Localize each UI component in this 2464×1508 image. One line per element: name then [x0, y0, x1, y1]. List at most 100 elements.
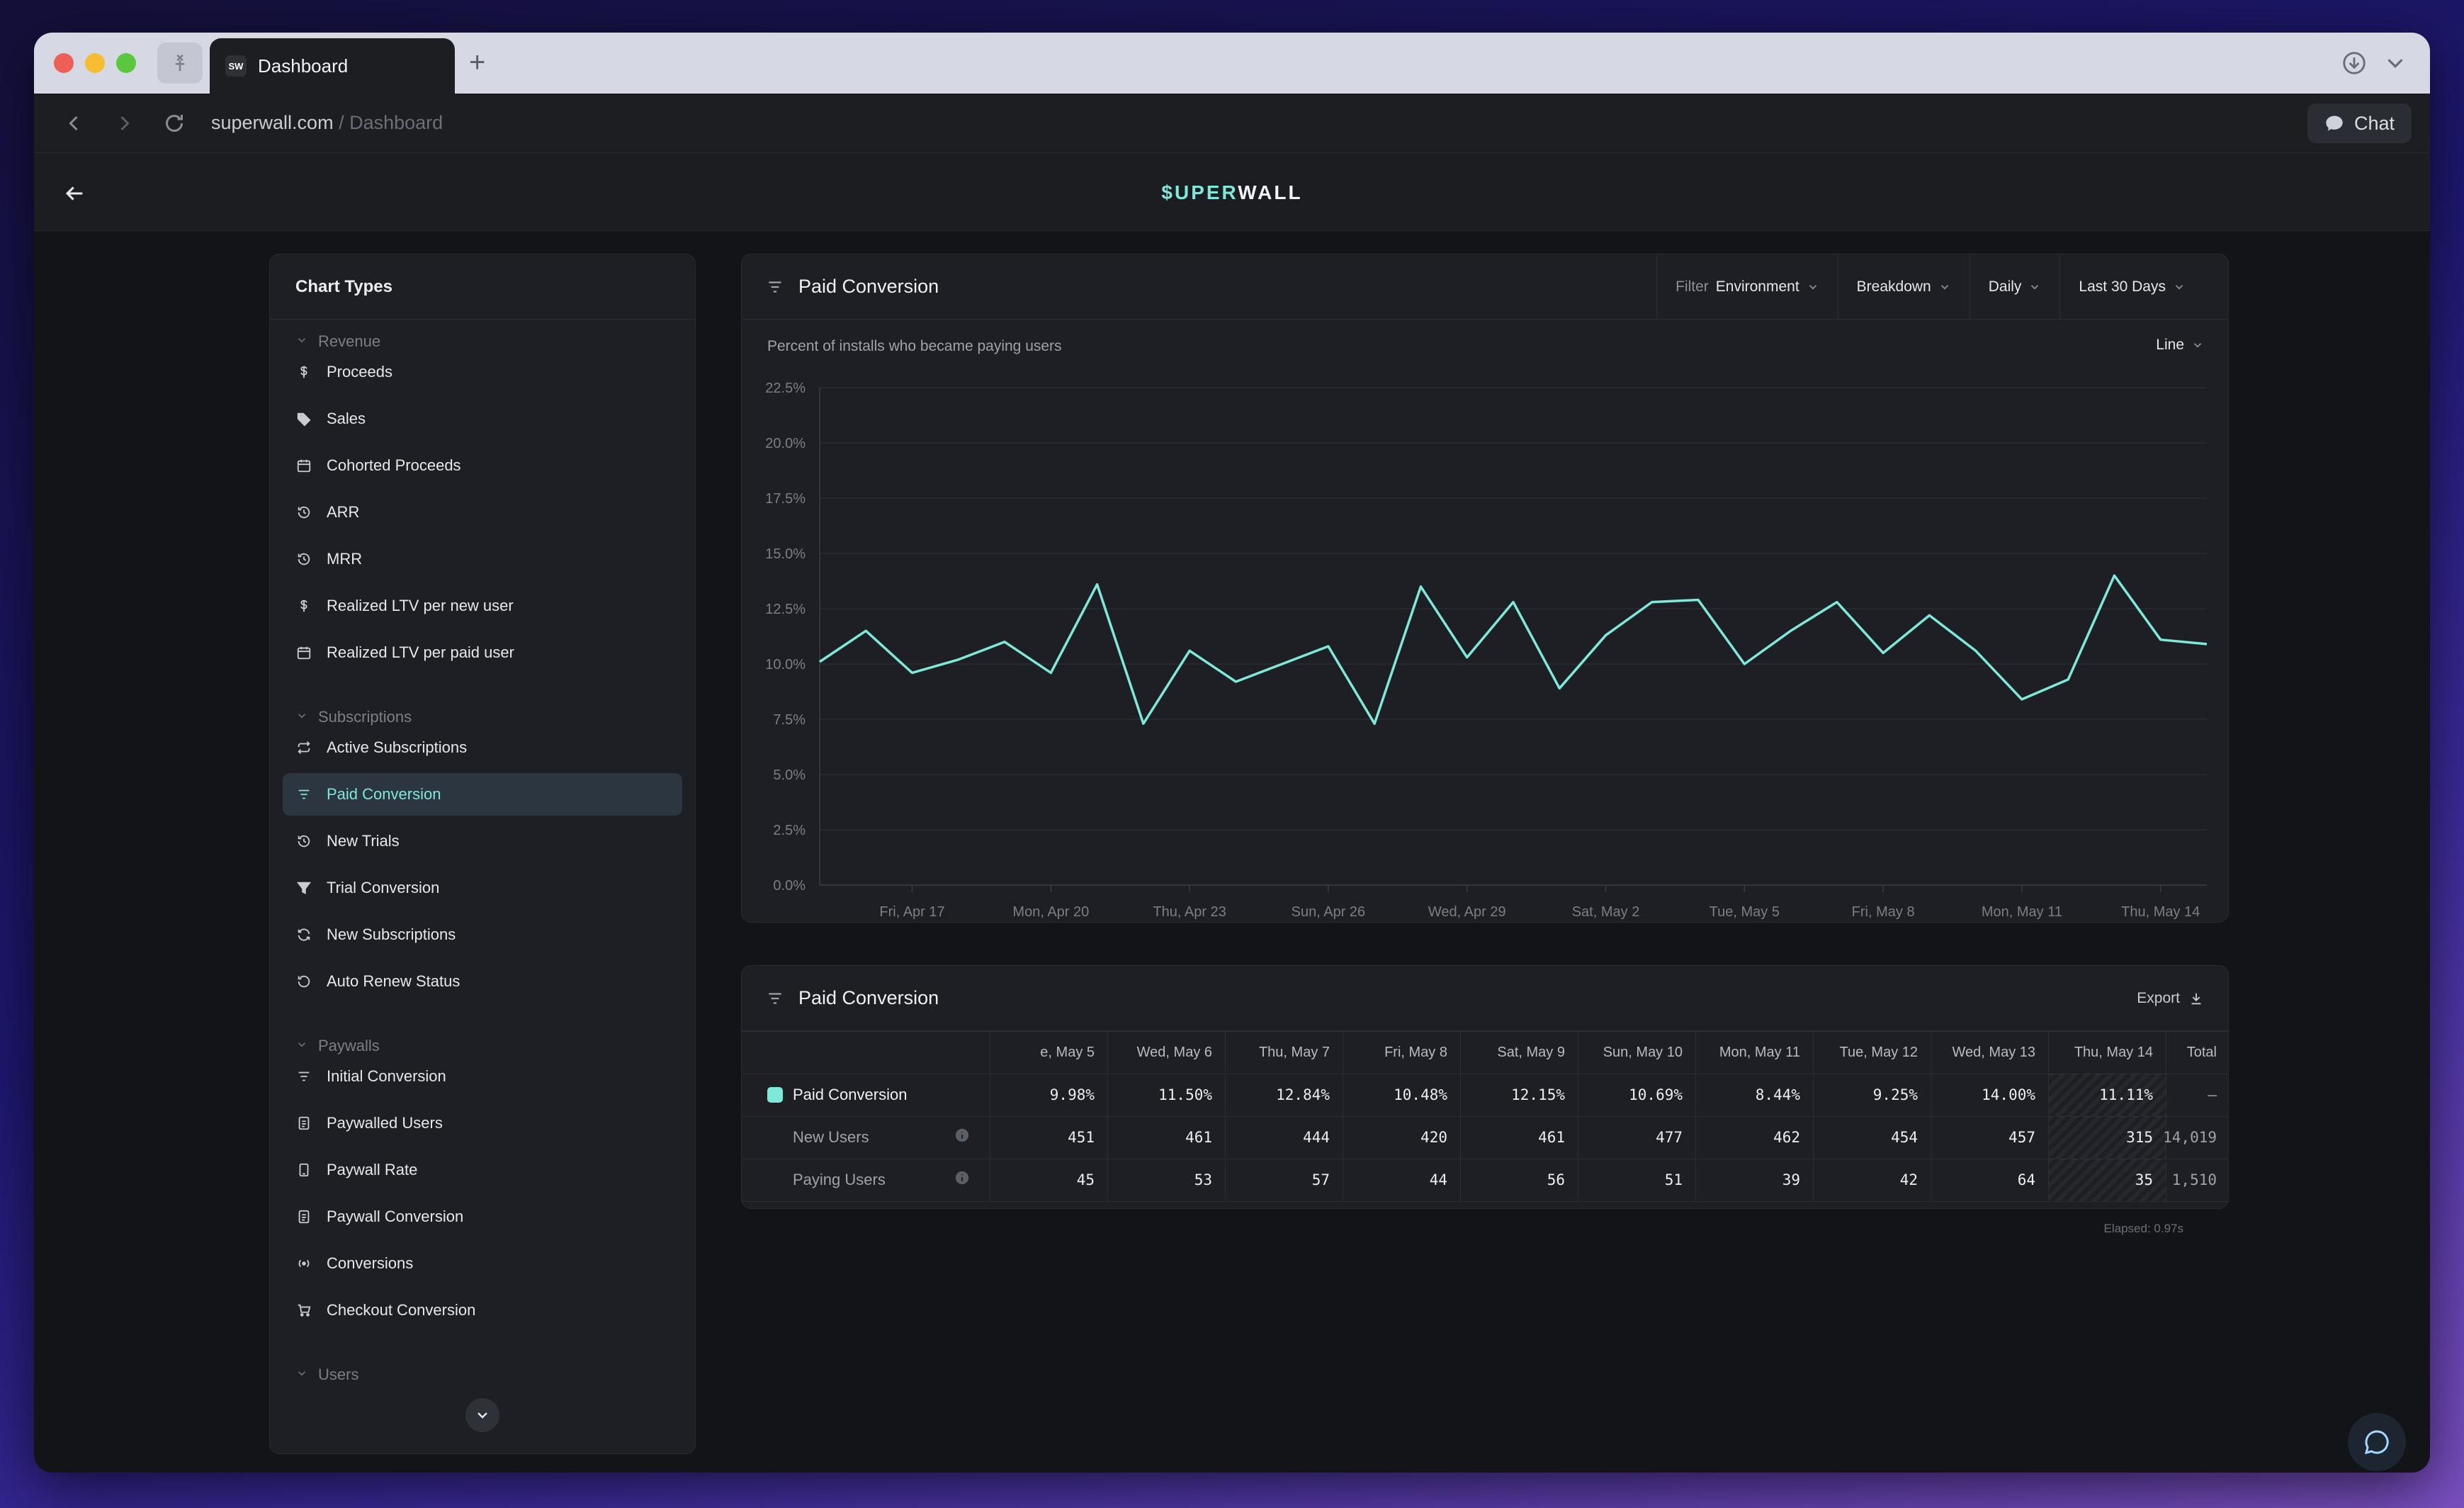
row-label-text: New Users [793, 1128, 869, 1146]
data-point[interactable] [1321, 639, 1335, 653]
data-point[interactable] [1228, 675, 1243, 689]
chevron-down-icon[interactable] [2382, 50, 2409, 77]
data-point[interactable] [1413, 580, 1428, 594]
repeat-icon [295, 739, 312, 756]
data-point[interactable] [1275, 657, 1289, 671]
data-point[interactable] [2015, 692, 2029, 707]
sidebar-section-paywalls[interactable]: Paywalls [295, 1037, 380, 1055]
forward-nav-icon[interactable] [112, 111, 137, 136]
row-divider [742, 1031, 2228, 1032]
filter-lines-icon [769, 992, 781, 1004]
data-point[interactable] [1876, 646, 1890, 660]
data-point[interactable] [1969, 643, 1983, 658]
close-window-button[interactable] [54, 53, 74, 73]
column-header: Tue, May 12 [1813, 1031, 1931, 1074]
sidebar-item-trial-conversion[interactable]: Trial Conversion [283, 867, 682, 909]
calendar-icon [295, 644, 312, 661]
data-point[interactable] [2107, 568, 2121, 583]
cart-icon [295, 1302, 312, 1319]
sidebar-item-new-subscriptions[interactable]: New Subscriptions [283, 913, 682, 956]
table-cell-total: – [2166, 1074, 2228, 1116]
sidebar-item-paid-conversion[interactable]: Paid Conversion [283, 773, 682, 816]
sidebar-section-subscriptions[interactable]: Subscriptions [295, 708, 412, 726]
breakdown-dropdown[interactable]: Breakdown [1837, 254, 1969, 319]
info-icon[interactable] [954, 1127, 970, 1147]
minimize-window-button[interactable] [85, 53, 105, 73]
back-nav-icon[interactable] [61, 111, 86, 136]
data-point[interactable] [1367, 716, 1381, 731]
chart-type-dropdown[interactable]: Line [2156, 337, 2204, 354]
active-tab[interactable]: SW Dashboard [210, 38, 455, 94]
date-range-dropdown[interactable]: Last 30 Days [2059, 254, 2204, 319]
maximize-window-button[interactable] [116, 53, 136, 73]
data-point[interactable] [813, 655, 827, 669]
scroll-down-button[interactable] [465, 1398, 499, 1432]
data-point[interactable] [1691, 593, 1705, 607]
data-point[interactable] [1090, 578, 1104, 592]
back-arrow-icon[interactable] [62, 181, 86, 206]
data-point[interactable] [2154, 633, 2168, 647]
y-tick-label: 15.0% [765, 546, 806, 562]
sidebar-item-realized-ltv-per-paid-user[interactable]: Realized LTV per paid user [283, 631, 682, 674]
sidebar-item-realized-ltv-per-new-user[interactable]: Realized LTV per new user [283, 585, 682, 627]
sidebar-item-paywall-conversion[interactable]: Paywall Conversion [283, 1195, 682, 1238]
download-icon[interactable] [2341, 50, 2368, 77]
url-text[interactable]: superwall.com / Dashboard [211, 112, 443, 134]
data-point[interactable] [1044, 665, 1058, 680]
sidebar-item-new-trials[interactable]: New Trials [283, 820, 682, 862]
table-cell: 39 [1695, 1159, 1813, 1201]
chat-button[interactable]: Chat [2307, 103, 2412, 143]
data-point[interactable] [951, 653, 966, 667]
data-point[interactable] [2061, 673, 2075, 687]
sidebar-item-paywalled-users[interactable]: Paywalled Users [283, 1102, 682, 1144]
table-cell: 9.98% [990, 1074, 1107, 1116]
favicon: SW [225, 55, 247, 77]
data-point[interactable] [1737, 657, 1751, 671]
sidebar-item-active-subscriptions[interactable]: Active Subscriptions [283, 726, 682, 769]
data-point[interactable] [1830, 595, 1844, 609]
sidebar-item-label: Auto Renew Status [327, 972, 460, 990]
data-point[interactable] [1136, 716, 1151, 731]
sidebar-item-proceeds[interactable]: Proceeds [283, 351, 682, 393]
data-point[interactable] [1182, 643, 1197, 658]
sidebar-item-sales[interactable]: Sales [283, 398, 682, 440]
filter-dropdown[interactable]: Filter Environment [1656, 254, 1838, 319]
support-chat-button[interactable] [2348, 1413, 2406, 1471]
pin-tab-button[interactable] [157, 43, 203, 84]
sidebar-item-mrr[interactable]: MRR [283, 538, 682, 580]
data-point[interactable] [1599, 628, 1613, 642]
sidebar-item-auto-renew-status[interactable]: Auto Renew Status [283, 960, 682, 1003]
sidebar-item-initial-conversion[interactable]: Initial Conversion [283, 1055, 682, 1098]
export-button[interactable]: Export [2137, 990, 2204, 1007]
data-point[interactable] [1922, 608, 1936, 622]
sidebar-section-revenue[interactable]: Revenue [295, 332, 380, 351]
data-point[interactable] [1506, 595, 1520, 609]
data-point[interactable] [998, 635, 1012, 649]
sidebar-item-paywall-rate[interactable]: Paywall Rate [283, 1149, 682, 1191]
data-point[interactable] [1552, 681, 1566, 695]
sidebar-item-cohorted-proceeds[interactable]: Cohorted Proceeds [283, 444, 682, 487]
data-point[interactable] [1784, 624, 1798, 638]
series-swatch[interactable] [767, 1087, 783, 1103]
sidebar-item-label: Initial Conversion [327, 1067, 446, 1085]
data-point[interactable] [1460, 651, 1474, 665]
new-tab-button[interactable]: + [469, 47, 486, 78]
sidebar-item-checkout-conversion[interactable]: Checkout Conversion [283, 1289, 682, 1332]
data-point[interactable] [859, 624, 873, 638]
sidebar-item-conversions[interactable]: Conversions [283, 1242, 682, 1285]
interval-dropdown[interactable]: Daily [1969, 254, 2060, 319]
sidebar-item-arr[interactable]: ARR [283, 491, 682, 534]
superwall-logo: $UPERWALL [1161, 181, 1303, 203]
info-icon[interactable] [954, 1170, 970, 1190]
sidebar-item-label: Realized LTV per new user [327, 597, 514, 614]
x-tick-label: Thu, May 14 [2121, 904, 2200, 920]
reload-icon[interactable] [162, 111, 187, 136]
data-point[interactable] [2200, 637, 2214, 651]
data-point[interactable] [905, 665, 920, 680]
sidebar-item-label: Realized LTV per paid user [327, 643, 514, 661]
dashboard-content: Chart Types Revenue Proceeds Sales Cohorted… [34, 231, 2430, 1473]
sidebar-item-label: MRR [327, 550, 363, 568]
chevron-down-icon [2031, 284, 2039, 290]
sidebar-section-users[interactable]: Users [295, 1366, 358, 1384]
data-point[interactable] [1645, 595, 1659, 609]
